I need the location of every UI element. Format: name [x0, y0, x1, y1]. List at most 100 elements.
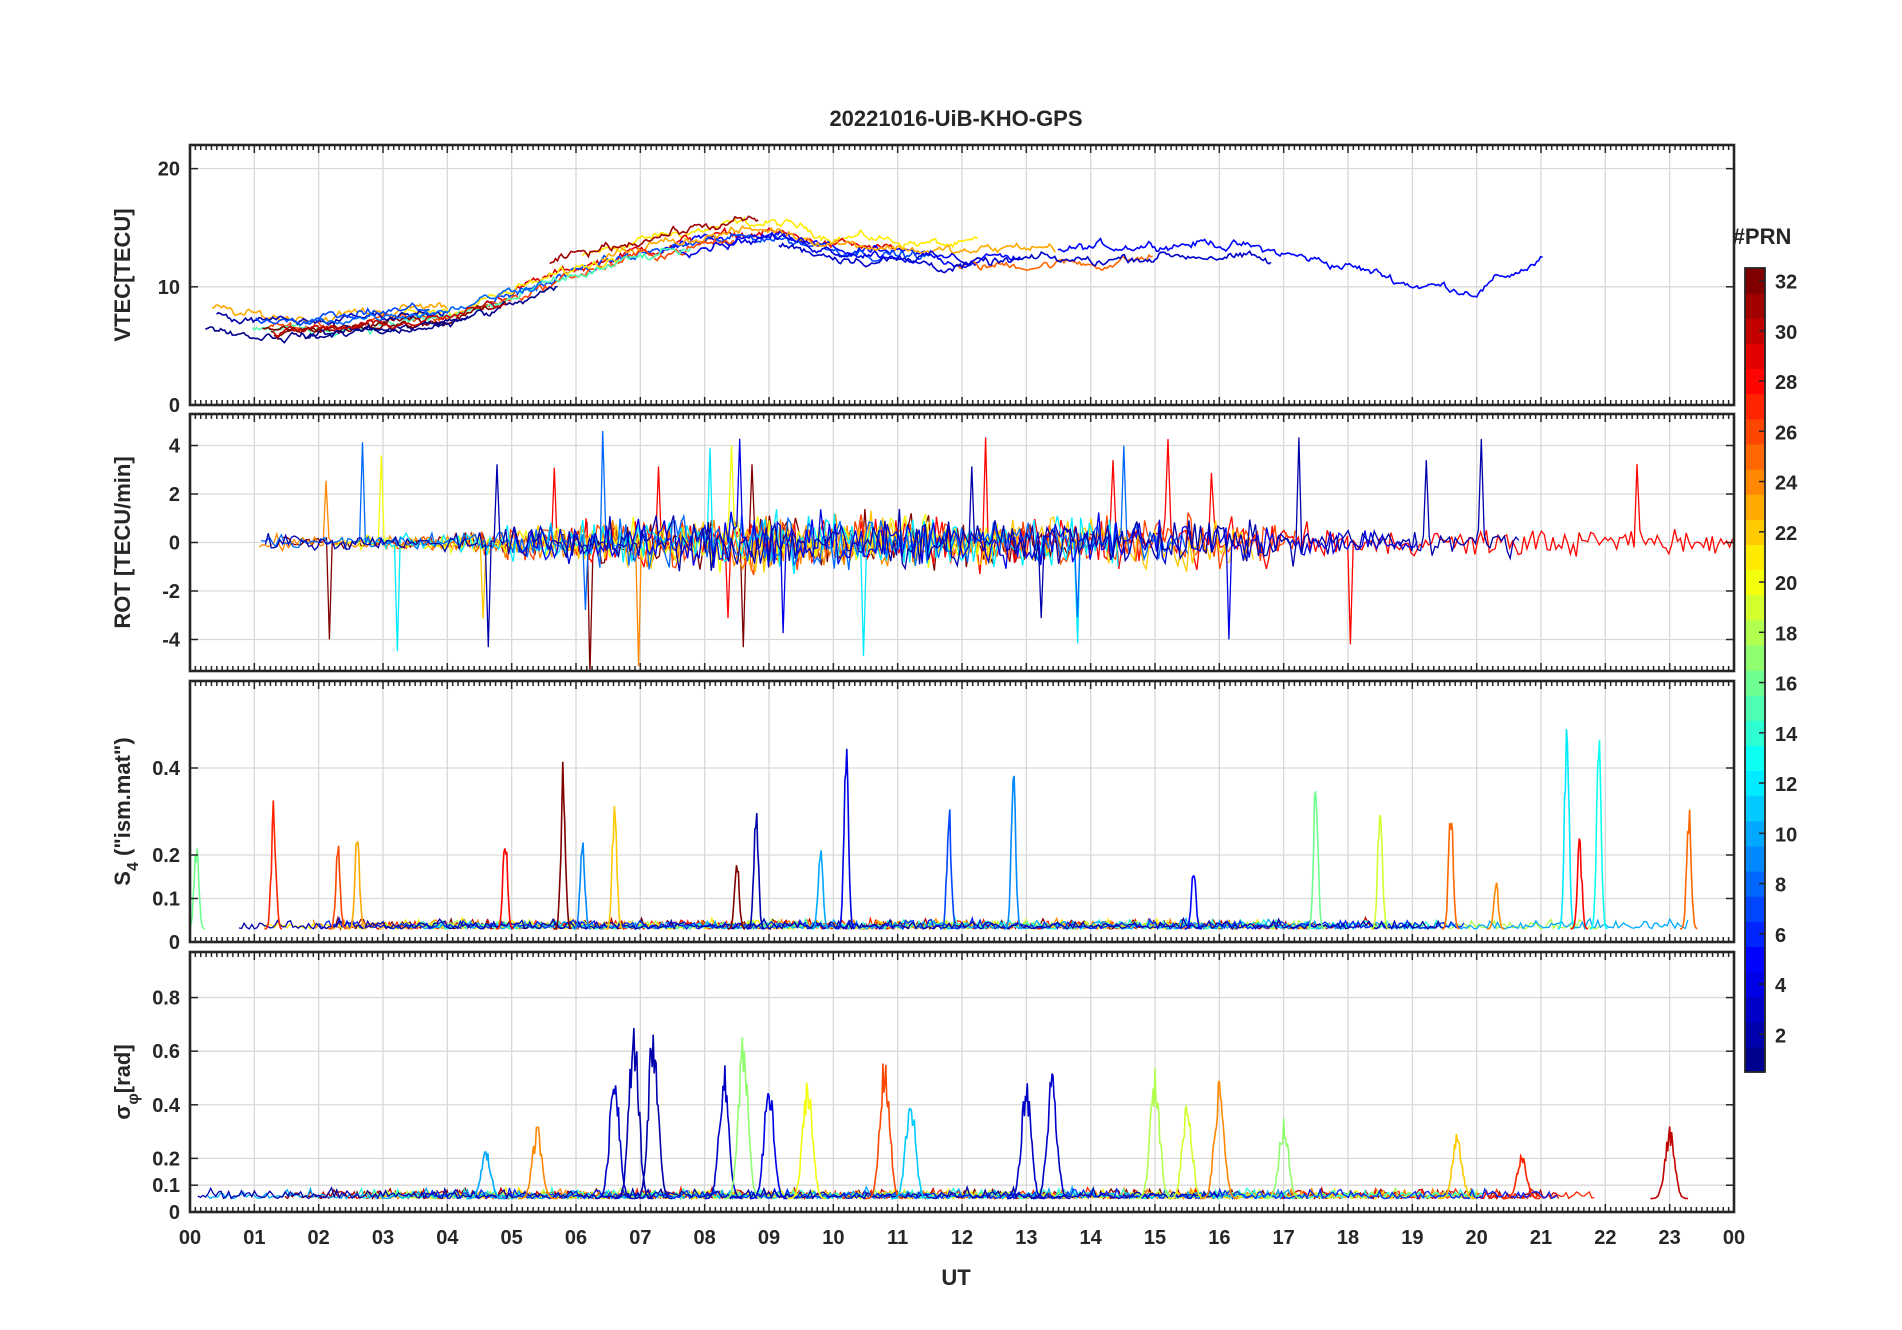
y-tick-label: 0.4 [152, 758, 181, 780]
y-tick-label: 0.2 [152, 1148, 180, 1170]
x-tick-label: 08 [694, 1227, 716, 1249]
colorbar-swatch [1745, 770, 1765, 797]
s4-peak-prn-24 [1487, 882, 1505, 930]
x-tick-label: 17 [1273, 1227, 1295, 1249]
colorbar-swatch [1745, 368, 1765, 395]
colorbar-swatch [1745, 443, 1765, 470]
s4-peak-prn-26 [329, 845, 347, 930]
x-axis-label: UT [941, 1265, 971, 1290]
panel-sigma_phi: 0 0.1 0.2 0.4 0.6 0.8 σφ[rad] [110, 950, 1736, 1224]
colorbar-swatch [1745, 695, 1765, 721]
colorbar-swatch [1745, 569, 1765, 596]
sigma_phi-peak-prn-27 [1502, 1153, 1540, 1200]
sigma_phi-peak-prn-22 [1438, 1133, 1476, 1200]
x-tick-label: 11 [887, 1227, 908, 1249]
s4-peak-prn-25 [1679, 809, 1698, 930]
colorbar-tick-label: 22 [1775, 523, 1797, 545]
colorbar-tick-label: 4 [1775, 975, 1787, 997]
colorbar-swatch [1745, 871, 1765, 897]
panel-rot-minor-ticks [189, 414, 1735, 671]
x-tick-label: 05 [501, 1227, 523, 1249]
s4-peak-prn-22 [605, 806, 624, 930]
colorbar-tick-label: 18 [1775, 623, 1797, 645]
colorbar-swatch [1745, 293, 1765, 319]
s4-peak-prn-13 [1589, 740, 1608, 930]
x-tick-labels: 00 01 02 03 04 05 06 07 08 09 10 11 12 13 14 15 16 17 18 19… [179, 1227, 1745, 1249]
vtec-series-prn-4 [678, 231, 974, 266]
colorbar-swatch [1745, 644, 1765, 671]
x-tick-label: 13 [1015, 1227, 1037, 1249]
vtec-series-prn-7 [255, 302, 430, 327]
rot-series-prn-2 [264, 437, 1520, 648]
sigma_phi-peak-prn-24 [518, 1126, 557, 1200]
panel-rot-series [259, 430, 1734, 671]
y-tick-label: 2 [169, 484, 180, 506]
colorbar-tick-label: 24 [1775, 473, 1798, 495]
sigma_phi-peak-prn-3 [1032, 1073, 1071, 1200]
vtec-series-prn-1 [304, 285, 558, 340]
vtec-series-prn-15 [251, 247, 692, 338]
colorbar-swatch [1745, 820, 1765, 847]
y-tick-label: 0.6 [152, 1041, 180, 1063]
sigma_phi-peak-prn-3 [1006, 1083, 1045, 1200]
colorbar-swatch [1745, 845, 1765, 872]
panel-rot: -4 -2 0 2 4 ROT [TECU/min] [110, 412, 1736, 673]
colorbar-tick-label: 6 [1775, 925, 1786, 947]
colorbar-swatch [1745, 494, 1765, 520]
x-tick-label: 21 [1530, 1227, 1552, 1249]
y-tick-label: 0.8 [152, 988, 180, 1010]
colorbar-tick-label: 20 [1775, 573, 1797, 595]
colorbar-swatch [1745, 519, 1765, 545]
sigma_phi-peak-prn-24 [1199, 1080, 1238, 1200]
y-tick-label: 0.4 [152, 1095, 181, 1117]
x-tick-label: 04 [436, 1227, 459, 1249]
x-tick-label: 16 [1208, 1227, 1230, 1249]
x-tick-label: 20 [1466, 1227, 1488, 1249]
vtec-series-prn-7 [486, 232, 931, 306]
sigma_phi-peak-prn-2 [614, 1028, 654, 1200]
rot-series-prn-20 [334, 445, 999, 574]
panel-vtec-ylabel: VTEC[TECU] [110, 208, 135, 341]
panel-s4: 0 0.1 0.2 0.4 S4 ("ism.mat") [110, 679, 1736, 954]
colorbar-tick-label: 28 [1775, 372, 1797, 394]
s4-peak-prn-9 [573, 842, 592, 930]
x-tick-label: 10 [822, 1227, 844, 1249]
x-tick-label: 15 [1144, 1227, 1166, 1249]
x-tick-label: 00 [179, 1227, 201, 1249]
colorbar-swatch [1745, 896, 1765, 922]
x-tick-label: 18 [1337, 1227, 1359, 1249]
panel-s4-ylabel: S4 ("ism.mat") [110, 737, 142, 885]
rot-series-prn-4 [510, 438, 1418, 640]
sigma_phi-peak-prn-17 [1264, 1118, 1303, 1200]
colorbar-swatch [1745, 795, 1765, 822]
colorbar-tick-label: 10 [1775, 824, 1797, 846]
x-tick-label: 09 [758, 1227, 780, 1249]
x-tick-label: 22 [1594, 1227, 1616, 1249]
sigma_phi-peak-prn-4 [749, 1093, 788, 1200]
x-tick-label: 03 [372, 1227, 394, 1249]
y-tick-label: 0.2 [152, 845, 180, 867]
panel-s4-series [190, 729, 1698, 932]
colorbar-tick-label: 32 [1775, 272, 1797, 294]
vtec-series-prn-8 [304, 281, 542, 326]
s4-peak-prn-23 [348, 841, 366, 930]
vtec-series-prn-23 [601, 225, 1056, 261]
colorbar-swatch [1745, 1046, 1765, 1073]
vtec-series-prn-1 [204, 315, 469, 344]
rot-series-prn-24 [259, 480, 1025, 667]
y-tick-label: 0.1 [152, 889, 180, 911]
colorbar-swatch [1745, 268, 1765, 294]
y-tick-label: 20 [158, 159, 180, 181]
colorbar-swatch [1745, 469, 1765, 495]
x-tick-label: 02 [308, 1227, 330, 1249]
s4-peak-prn-12 [1557, 729, 1576, 930]
x-tick-label: 14 [1080, 1227, 1103, 1249]
colorbar-label: #PRN [1733, 224, 1792, 249]
s4-peak-prn-2 [747, 813, 765, 930]
sigma_phi-peak-prn-10 [466, 1151, 506, 1200]
x-tick-label: 19 [1401, 1227, 1423, 1249]
s4-peak-prn-4 [837, 748, 856, 930]
vtec-series-prn-32 [262, 300, 506, 334]
x-tick-label: 06 [565, 1227, 587, 1249]
sigma_phi-peak-prn-11 [891, 1107, 929, 1200]
